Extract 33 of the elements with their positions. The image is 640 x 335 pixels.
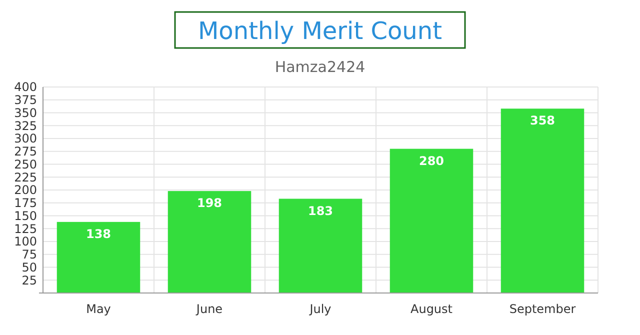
y-tick-label: 325 [14, 118, 37, 133]
y-tick-label: 275 [14, 144, 37, 159]
chart-title: Monthly Merit Count [198, 17, 442, 45]
y-tick-label: 25 [22, 273, 37, 288]
y-tick-label: 350 [14, 106, 37, 120]
bar [390, 148, 474, 293]
data-label: 138 [86, 226, 112, 241]
y-tick-label: 250 [14, 157, 37, 172]
y-tick-label: 300 [14, 132, 37, 146]
x-tick-label: August [410, 302, 453, 316]
data-label: 280 [418, 154, 444, 168]
y-tick-label: 200 [14, 183, 37, 198]
x-tick-label: May [86, 302, 111, 316]
bar [168, 191, 252, 293]
bar [500, 108, 584, 293]
y-tick-label: 400 [14, 80, 37, 94]
y-tick-label: 75 [22, 248, 37, 262]
data-label: 358 [530, 114, 556, 128]
y-tick-label: 225 [14, 170, 37, 184]
y-tick-label: 125 [14, 222, 37, 236]
y-tick-label: 150 [14, 208, 37, 223]
bar [278, 198, 362, 293]
data-label: 183 [308, 204, 334, 218]
bar [56, 222, 140, 293]
x-tick-label: June [195, 302, 223, 316]
chart-subtitle: Hamza2424 [274, 58, 366, 76]
x-tick-label: July [308, 302, 332, 316]
y-tick-label: 175 [14, 196, 37, 210]
y-tick-label: 50 [22, 260, 37, 274]
y-tick-label: 375 [14, 93, 37, 108]
x-tick-label: September [509, 302, 576, 316]
data-label: 198 [196, 196, 222, 210]
y-tick-label: 100 [14, 234, 37, 249]
